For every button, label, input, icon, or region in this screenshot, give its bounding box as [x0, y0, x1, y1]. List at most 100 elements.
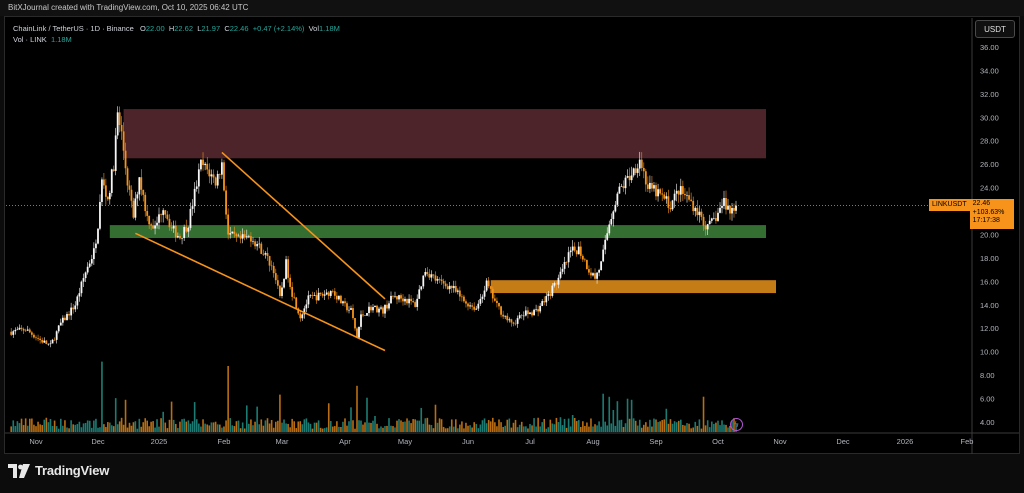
volume-bar — [410, 423, 412, 432]
candle-body — [673, 193, 676, 201]
candle-body — [47, 343, 50, 345]
time-tick-label: Nov — [29, 437, 43, 446]
candle-body — [408, 298, 410, 304]
volume-bar — [527, 428, 529, 432]
volume-bar — [414, 419, 416, 432]
lightning-icon[interactable]: ϟ — [730, 418, 743, 431]
volume-bar — [622, 426, 625, 432]
candle-body — [170, 227, 173, 229]
candle-body — [710, 218, 713, 221]
price-tick-label: 16.00 — [980, 277, 999, 286]
volume-bar — [142, 422, 145, 432]
candle-body — [610, 219, 613, 225]
volume-bar — [231, 425, 234, 432]
currency-button[interactable]: USDT — [975, 20, 1015, 38]
candle-body — [195, 186, 198, 189]
volume-bar — [219, 424, 221, 432]
candle-body — [404, 298, 406, 302]
candle-body — [384, 304, 386, 314]
candle-body — [156, 222, 158, 226]
volume-bar — [422, 423, 425, 432]
volume-bar — [114, 398, 117, 432]
wedge-trendline-1[interactable] — [221, 151, 386, 300]
candle-body — [342, 301, 344, 304]
candle-body — [452, 285, 455, 289]
candle-body — [483, 290, 486, 297]
volume-bar — [416, 420, 418, 432]
candle-body — [491, 288, 494, 299]
volume-bar — [582, 421, 584, 432]
wedge-trendline-2[interactable] — [135, 232, 386, 352]
candle-body — [95, 243, 97, 249]
candle-body — [10, 331, 13, 335]
candle-body — [677, 190, 680, 195]
volume-bar — [354, 428, 356, 432]
candle-body — [614, 204, 617, 212]
volume-bar — [348, 421, 350, 432]
symbol-title[interactable]: ChainLink / TetherUS · 1D · Binance — [13, 24, 134, 33]
candle-body — [735, 205, 737, 211]
candle-body — [719, 207, 721, 213]
tradingview-logo[interactable]: TradingView — [8, 463, 109, 478]
candle-body — [620, 186, 623, 187]
volume-bar — [340, 427, 342, 432]
volume-bar — [183, 418, 185, 432]
candle-body — [108, 192, 111, 200]
volume-bar — [35, 426, 37, 432]
candle-body — [26, 329, 29, 331]
candle-body — [561, 268, 564, 272]
candle-body — [388, 303, 390, 309]
volume-bar — [702, 396, 705, 432]
candle-body — [254, 241, 256, 247]
candle-body — [268, 256, 271, 266]
candle-body — [543, 301, 546, 303]
volume-bar — [124, 399, 127, 432]
candle-body — [22, 328, 25, 331]
volume-bar — [537, 417, 539, 432]
volume-indicator-value: 1.18M — [50, 35, 72, 44]
candle-body — [160, 214, 162, 216]
candle-body — [146, 211, 149, 216]
candle-body — [573, 246, 576, 251]
candle-body — [527, 310, 529, 315]
volume-bar — [140, 426, 143, 432]
support-zone — [109, 225, 766, 238]
volume-bar — [384, 426, 386, 432]
volume-bar — [584, 425, 586, 432]
candle-body — [679, 186, 682, 195]
candle-body — [731, 207, 733, 214]
volume-bar — [346, 425, 348, 432]
candle-body — [323, 294, 326, 296]
volume-bar — [628, 418, 631, 432]
candle-body — [569, 250, 572, 253]
volume-legend[interactable]: Vol · LINK 1.18M — [13, 35, 72, 44]
candle-body — [667, 196, 670, 208]
price-tick-label: 32.00 — [980, 90, 999, 99]
volume-bar — [332, 426, 334, 432]
volume-bar — [245, 405, 248, 432]
volume-bar — [729, 425, 731, 432]
candle-body — [319, 292, 322, 294]
volume-bar — [239, 428, 242, 432]
tradingview-logo-icon — [8, 463, 30, 478]
candle-body — [362, 314, 364, 316]
volume-bar — [555, 417, 558, 432]
candle-body — [500, 306, 502, 315]
volume-bar — [252, 425, 254, 432]
candle-body — [311, 295, 314, 296]
volume-bar — [51, 425, 54, 432]
candle-body — [223, 162, 225, 191]
volume-bar — [567, 418, 570, 432]
volume-bar — [438, 418, 441, 432]
candle-body — [179, 235, 181, 239]
candle-body — [243, 234, 246, 238]
candle-body — [628, 176, 631, 181]
open-value: 22.00 — [145, 24, 165, 33]
candle-body — [338, 295, 340, 300]
volume-bar — [237, 420, 240, 432]
candle-body — [653, 185, 655, 189]
candle-body — [132, 200, 135, 218]
candle-body — [376, 305, 378, 313]
candle-body — [239, 235, 242, 239]
